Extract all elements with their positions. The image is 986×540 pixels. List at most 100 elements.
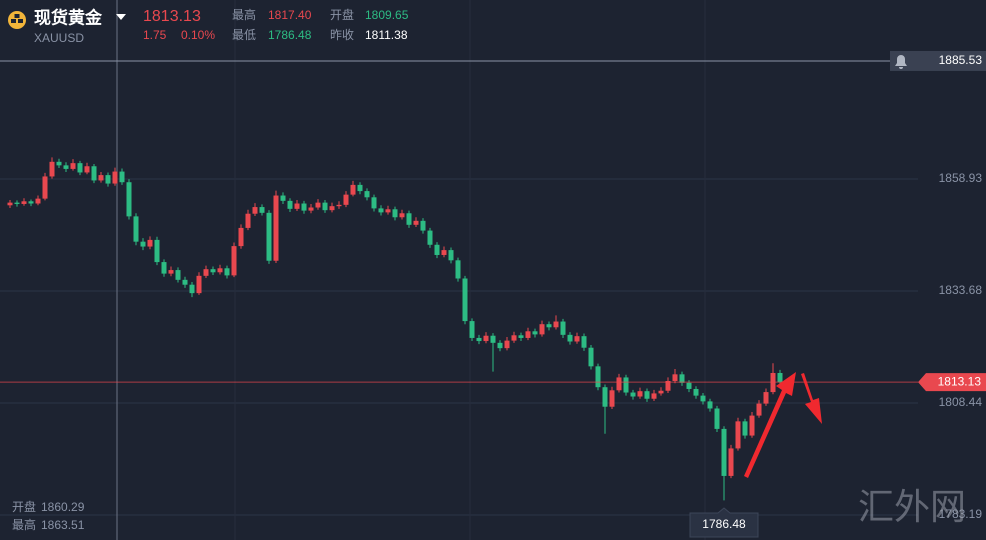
- y-tick-label: 1808.44: [939, 395, 983, 409]
- candle-body: [728, 448, 734, 476]
- candle-body: [441, 250, 447, 255]
- gold-icon: [8, 11, 26, 29]
- candle-body: [518, 335, 524, 338]
- candle-body: [707, 401, 713, 409]
- open-value: 1809.65: [365, 8, 409, 22]
- candle-body: [469, 321, 475, 338]
- candle-body: [637, 391, 643, 397]
- candle-body: [364, 191, 370, 198]
- alert-label: 1885.53: [939, 53, 983, 67]
- candle-body: [413, 220, 419, 225]
- candle-body: [217, 268, 223, 273]
- candle-body: [658, 390, 664, 394]
- candle-body: [560, 321, 566, 335]
- candle-body: [126, 182, 132, 217]
- candle-body: [420, 220, 426, 231]
- candle-body: [238, 227, 244, 247]
- candle-body: [735, 421, 741, 449]
- candle-body: [742, 421, 748, 436]
- candle-body: [91, 166, 97, 181]
- candle-body: [231, 246, 237, 276]
- change: 1.75: [143, 28, 167, 42]
- candle-body: [7, 202, 13, 206]
- candle-body: [182, 279, 188, 285]
- candles: [7, 157, 783, 501]
- overlay: 1885.53 1813.13 1786.48: [0, 50, 986, 538]
- candle-body: [21, 201, 27, 204]
- candle-body: [301, 203, 307, 211]
- candle-body: [196, 275, 202, 294]
- candle-body: [336, 204, 342, 207]
- candle-body: [616, 377, 622, 391]
- last-price: 1813.13: [143, 8, 201, 25]
- candle-body: [70, 163, 76, 169]
- candle-body: [343, 194, 349, 205]
- candle-body: [490, 335, 496, 343]
- candle-body: [777, 372, 783, 383]
- candle-body: [287, 200, 293, 209]
- watermark: 汇外网: [858, 487, 966, 528]
- open-label: 开盘: [330, 7, 354, 22]
- candle-body: [504, 340, 510, 349]
- candle-body: [651, 393, 657, 399]
- prev-close-value: 1811.38: [365, 28, 408, 42]
- change-percent: 0.10%: [181, 28, 215, 42]
- high-value: 1817.40: [268, 8, 312, 22]
- candle-body: [28, 201, 34, 204]
- gold-icon-bar: [18, 19, 23, 23]
- candle-body: [245, 213, 251, 228]
- candle-body: [476, 337, 482, 342]
- candle-body: [175, 270, 181, 280]
- candle-body: [42, 176, 48, 199]
- candle-body: [280, 195, 286, 201]
- annotation-arrow-up: [744, 372, 796, 478]
- candle-body: [308, 207, 314, 211]
- candle-body: [399, 213, 405, 218]
- alert-label-box: [890, 50, 986, 71]
- gold-icon-bar: [11, 19, 16, 23]
- candle-body: [609, 390, 615, 407]
- candle-body: [567, 334, 573, 342]
- info-value: 1860.29: [41, 500, 85, 514]
- candle-body: [623, 377, 629, 393]
- candle-body: [112, 171, 118, 184]
- candle-body: [595, 366, 601, 388]
- candle-body: [392, 209, 398, 218]
- candle-body: [357, 184, 363, 192]
- candle-body: [266, 212, 272, 261]
- candle-body: [35, 198, 41, 204]
- candle-body: [427, 230, 433, 245]
- candle-body: [406, 213, 412, 225]
- low-marker-label: 1786.48: [702, 517, 746, 531]
- y-tick-label: 1858.93: [939, 171, 983, 185]
- candle-body: [161, 262, 167, 274]
- candle-body: [532, 331, 538, 335]
- candle-body: [322, 202, 328, 211]
- low-value: 1786.48: [268, 28, 312, 42]
- instrument-name[interactable]: 现货黄金: [34, 7, 103, 27]
- candle-body: [350, 184, 356, 195]
- candle-body: [378, 208, 384, 213]
- candle-body: [189, 284, 195, 294]
- candle-body: [252, 207, 258, 214]
- candle-body: [588, 347, 594, 367]
- last-price-box: [918, 373, 986, 392]
- candle-body: [63, 165, 69, 169]
- y-tick-label: 1783.19: [939, 507, 983, 521]
- candle-body: [203, 269, 209, 276]
- candle-body: [581, 336, 587, 348]
- candle-body: [693, 388, 699, 396]
- dropdown-arrow[interactable]: [116, 14, 126, 20]
- candle-body: [679, 374, 685, 383]
- candle-body: [273, 195, 279, 261]
- info-label: 开盘: [12, 499, 36, 514]
- candle-body: [497, 342, 503, 349]
- candle-body: [483, 335, 489, 342]
- candle-body: [665, 380, 671, 391]
- candle-body: [210, 269, 216, 273]
- low-label: 最低: [232, 28, 256, 42]
- candle-body: [644, 391, 650, 399]
- candle-body: [371, 197, 377, 209]
